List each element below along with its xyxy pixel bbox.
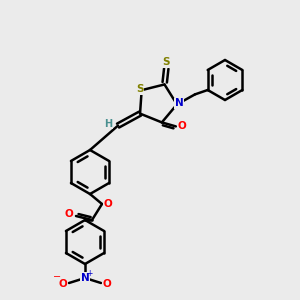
Text: O: O [64,209,74,219]
Text: S: S [163,58,170,68]
Text: −: − [53,272,61,282]
Text: O: O [178,122,186,131]
Text: O: O [58,279,68,289]
Text: S: S [136,84,143,94]
Text: O: O [103,279,111,289]
Text: N: N [175,98,183,108]
Text: N: N [81,273,89,283]
Text: H: H [104,118,112,129]
Text: +: + [86,268,92,278]
Text: O: O [103,199,112,209]
